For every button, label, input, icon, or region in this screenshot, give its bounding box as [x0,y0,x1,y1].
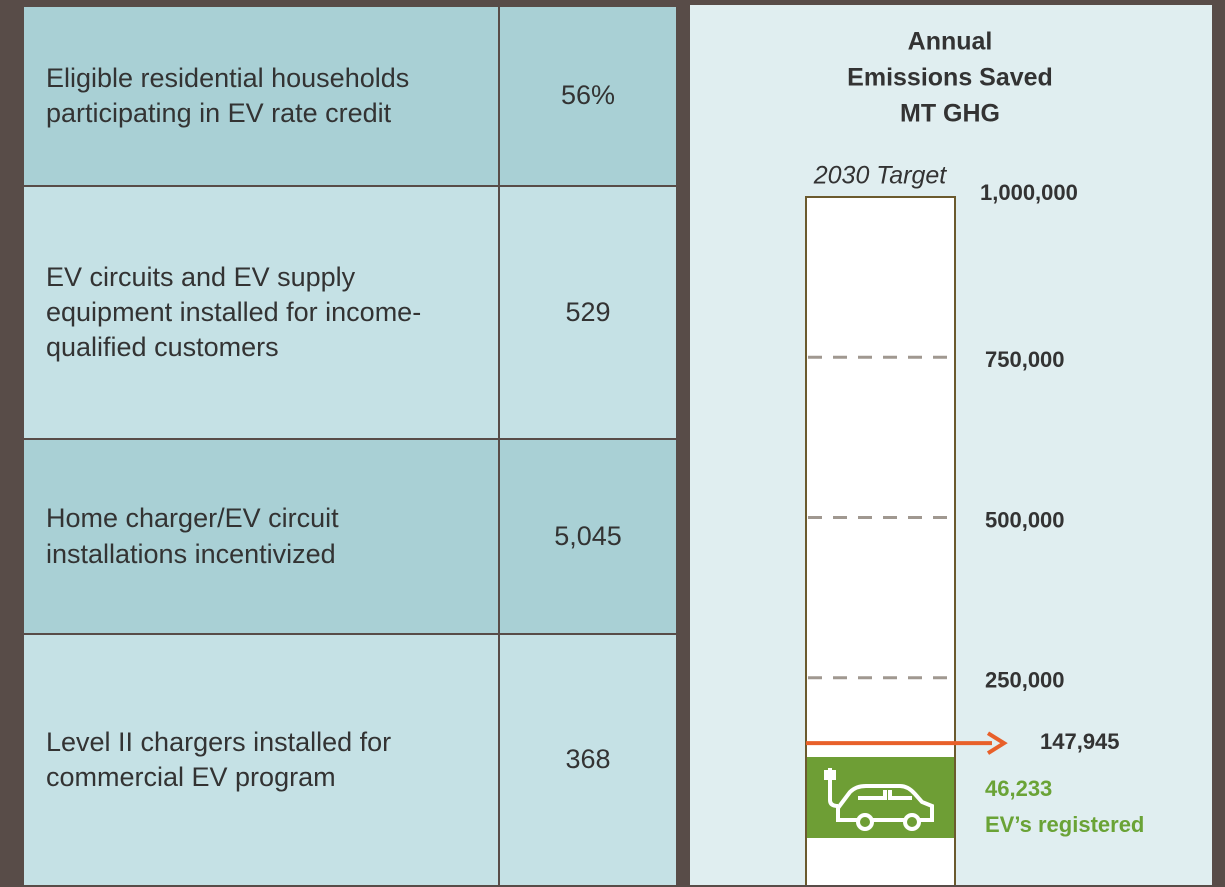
ev-annotation: EV’s registered [985,812,1144,837]
chart-title: Annual [908,28,993,56]
metric-label: Level II chargers installed for commerci… [22,633,500,887]
table-row: Eligible residential households particip… [22,5,678,187]
metrics-table: Eligible residential households particip… [22,5,678,887]
y-tick-label: 1,000,000 [980,180,1078,205]
metric-value: 529 [498,185,678,440]
ev-annotation: 46,233 [985,776,1052,801]
metric-value: 368 [498,633,678,887]
metric-label: Eligible residential households particip… [22,5,500,187]
table-row: Level II chargers installed for commerci… [22,633,678,887]
value-label: 147,945 [1040,729,1120,754]
metric-value: 56% [498,5,678,187]
metric-label: Home charger/EV circuit installations in… [22,438,500,635]
y-tick-label: 750,000 [985,347,1065,372]
table-row: EV circuits and EV supply equipment inst… [22,185,678,440]
target-label: 2030 Target [813,162,948,190]
y-tick-label: 250,000 [985,668,1065,693]
table-row: Home charger/EV circuit installations in… [22,438,678,635]
metric-value: 5,045 [498,438,678,635]
y-tick-label: 500,000 [985,507,1065,532]
chart-title: MT GHG [900,100,1000,128]
car-icon [824,768,934,831]
arrow-head [986,731,1008,755]
metric-label: EV circuits and EV supply equipment inst… [22,185,500,440]
chart-title: Emissions Saved [847,64,1053,92]
